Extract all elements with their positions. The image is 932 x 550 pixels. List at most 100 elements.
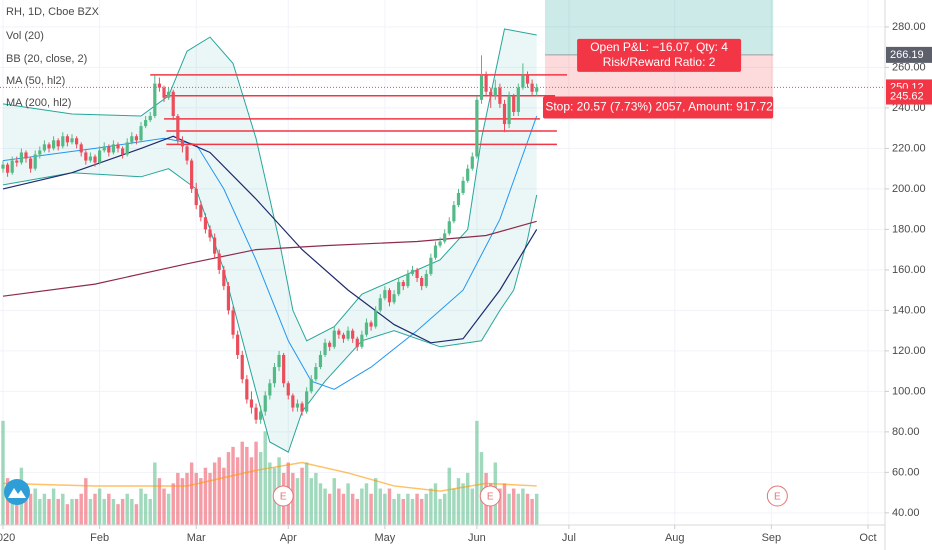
candle-body	[507, 95, 511, 125]
price-label-box	[886, 46, 932, 63]
earnings-label: E	[774, 492, 781, 503]
candle-body	[33, 154, 37, 169]
candle-body	[254, 407, 258, 420]
bb-basis	[2, 115, 538, 390]
candle-body	[530, 83, 534, 92]
volume-bar	[511, 488, 516, 525]
volume-bar	[231, 446, 235, 525]
candle-body	[56, 140, 60, 147]
candle-body	[199, 205, 203, 218]
candle-body	[167, 91, 171, 98]
volume-bar	[120, 498, 125, 525]
price-label: 245.62	[890, 90, 924, 102]
candle-body	[19, 152, 23, 163]
pnl-text: Open P&L: −16.07, Qty: 4	[590, 40, 728, 54]
candle-body	[332, 330, 336, 347]
candle-body	[208, 229, 212, 238]
x-tick-label: 2020	[0, 532, 15, 544]
candle-body	[498, 87, 502, 104]
candle-body	[28, 158, 33, 169]
earnings-marker	[766, 485, 788, 507]
x-tick-label: May	[374, 532, 395, 544]
candle-body	[213, 237, 217, 254]
volume-bar	[116, 504, 120, 525]
candle-body	[61, 136, 65, 147]
stop-box	[542, 96, 774, 119]
volume-bar	[268, 462, 272, 525]
legend: RH, 1D, Cboe BZX Vol (20) BB (20, close,…	[6, 6, 100, 109]
candle-body	[268, 383, 272, 396]
candle-body	[512, 95, 516, 112]
candle-body	[190, 160, 194, 189]
volume-bar	[534, 493, 539, 525]
candle-body	[305, 391, 309, 412]
volume-bar	[314, 472, 318, 525]
candle-body	[525, 75, 530, 84]
volume-bar	[10, 493, 14, 525]
volume-bar	[111, 498, 116, 525]
volume-bar	[530, 498, 534, 525]
volume-bar	[199, 478, 203, 525]
candle-body	[277, 354, 281, 368]
candle-body	[217, 253, 221, 270]
volume-bar	[346, 483, 350, 525]
candle-body	[282, 354, 286, 384]
volume-bar	[245, 446, 249, 525]
volume-bar	[369, 493, 373, 525]
candle-body	[484, 75, 488, 92]
candle-body	[387, 290, 392, 303]
volume-bar	[15, 488, 19, 525]
volume-bar	[516, 493, 521, 525]
candle-body	[272, 367, 277, 384]
candle-body	[157, 83, 162, 88]
candle-body	[309, 379, 313, 392]
legend-entry: BB (20, close, 2)	[6, 53, 87, 65]
x-tick-label: Feb	[90, 532, 109, 544]
volume-bar	[5, 478, 10, 525]
candle-body	[314, 367, 318, 380]
volume-bar	[350, 493, 355, 525]
volume-bar	[373, 478, 378, 525]
volume-bar	[88, 498, 93, 525]
candle-body	[521, 75, 525, 88]
volume-bar	[415, 493, 419, 525]
candle-body	[420, 277, 424, 287]
volume-bar	[1, 420, 5, 525]
x-tick-label: Apr	[280, 532, 297, 544]
volume-bar	[387, 488, 392, 525]
volume-bar	[470, 488, 475, 525]
candle-body	[222, 269, 226, 287]
earnings-label: E	[487, 492, 494, 503]
volume-bar	[507, 493, 511, 525]
candle-body	[121, 148, 125, 155]
candle-body	[70, 138, 74, 143]
volume-bar	[424, 493, 429, 525]
volume-bar	[461, 483, 465, 525]
logo	[4, 479, 30, 505]
candle-body	[410, 269, 415, 274]
candle-body	[489, 91, 493, 96]
candle-body	[130, 136, 134, 143]
candle-body	[139, 126, 143, 141]
volume-bar	[51, 488, 56, 525]
volume-bar	[79, 493, 83, 525]
candle-body	[75, 138, 79, 145]
volume-bar	[364, 483, 369, 525]
candle-body	[443, 233, 447, 242]
candle-body	[470, 156, 474, 169]
candle-body	[111, 144, 116, 153]
volume-bar	[28, 493, 33, 525]
candle-body	[79, 144, 83, 153]
volume-bar	[157, 478, 162, 525]
volume-bar	[300, 467, 304, 525]
candle-body	[98, 150, 102, 163]
volume-bar	[130, 498, 134, 525]
volume-bar	[24, 483, 28, 525]
volume-ma	[2, 461, 537, 492]
candle-body	[203, 217, 208, 230]
candle-body	[341, 334, 346, 339]
candle-body	[144, 120, 148, 127]
volume-bar	[433, 483, 438, 525]
x-tick-label: Oct	[859, 532, 876, 544]
candle-body	[401, 282, 405, 287]
